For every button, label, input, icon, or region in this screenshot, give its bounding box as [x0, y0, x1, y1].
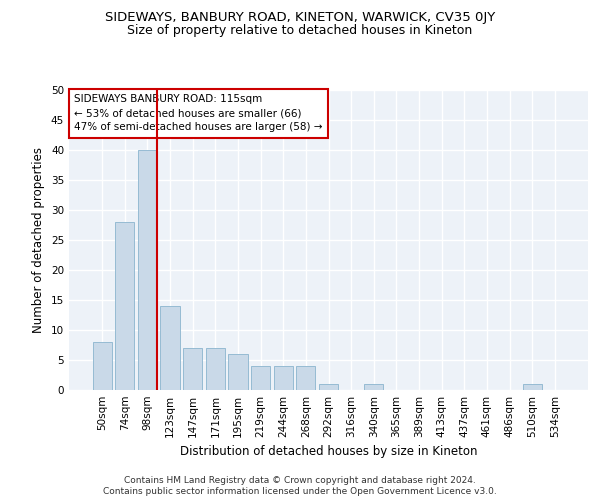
- Bar: [319, 384, 338, 390]
- Bar: [274, 366, 293, 390]
- Bar: [251, 366, 270, 390]
- Text: SIDEWAYS, BANBURY ROAD, KINETON, WARWICK, CV35 0JY: SIDEWAYS, BANBURY ROAD, KINETON, WARWICK…: [105, 11, 495, 24]
- Text: Size of property relative to detached houses in Kineton: Size of property relative to detached ho…: [127, 24, 473, 37]
- Bar: [523, 384, 542, 390]
- Bar: [92, 342, 112, 390]
- Bar: [364, 384, 383, 390]
- Text: Contains HM Land Registry data © Crown copyright and database right 2024.: Contains HM Land Registry data © Crown c…: [124, 476, 476, 485]
- Text: Contains public sector information licensed under the Open Government Licence v3: Contains public sector information licen…: [103, 487, 497, 496]
- Bar: [296, 366, 316, 390]
- Bar: [160, 306, 180, 390]
- Bar: [183, 348, 202, 390]
- Y-axis label: Number of detached properties: Number of detached properties: [32, 147, 46, 333]
- Bar: [138, 150, 157, 390]
- Bar: [229, 354, 248, 390]
- Bar: [206, 348, 225, 390]
- Bar: [115, 222, 134, 390]
- Text: SIDEWAYS BANBURY ROAD: 115sqm
← 53% of detached houses are smaller (66)
47% of s: SIDEWAYS BANBURY ROAD: 115sqm ← 53% of d…: [74, 94, 323, 132]
- X-axis label: Distribution of detached houses by size in Kineton: Distribution of detached houses by size …: [180, 446, 477, 458]
